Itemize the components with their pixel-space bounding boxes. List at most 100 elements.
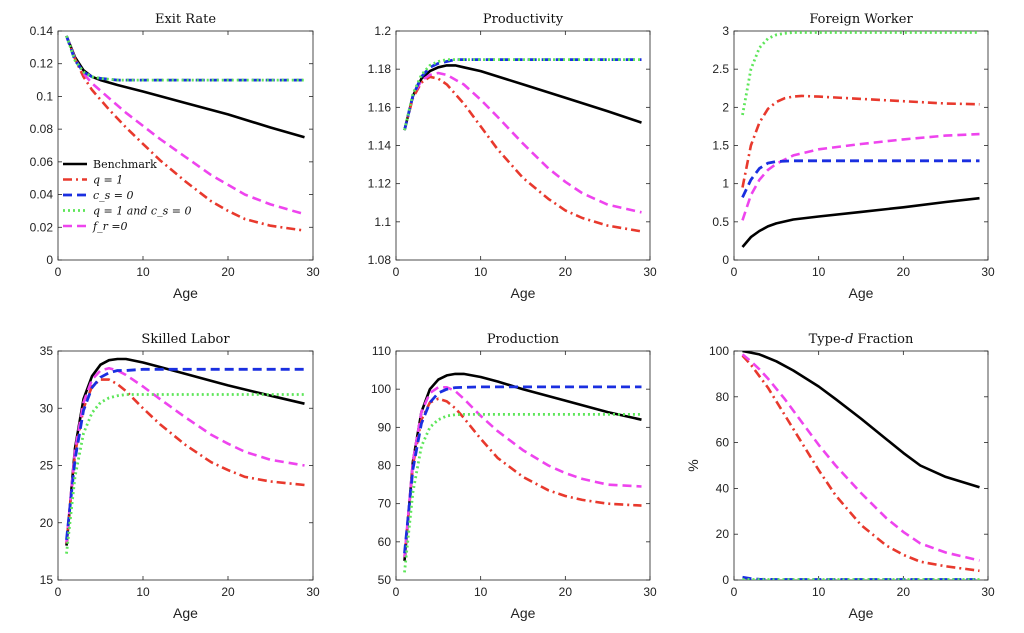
series-line-0	[65, 35, 305, 139]
legend-label-3: q = 1 and c_s = 0	[93, 205, 191, 218]
x-tick-label: 10	[812, 265, 826, 279]
x-axis-label: Age	[511, 285, 536, 301]
series-line-0	[65, 357, 305, 546]
x-tick-label: 10	[136, 585, 150, 599]
panel-title: Productivity	[483, 12, 564, 27]
y-tick-label: 0.12	[30, 57, 54, 71]
y-tick-label: 80	[378, 459, 392, 473]
panel-title: Production	[487, 332, 560, 347]
series-line-3	[65, 393, 305, 554]
y-tick-label: 0.04	[30, 188, 54, 202]
panel-0: 0 10 20 30 0 0.02 0.04 0.06 0.08 0.1 0.12 0.14 Exit …	[30, 12, 320, 301]
x-tick-label: 10	[812, 585, 826, 599]
series-line-4	[741, 353, 980, 562]
y-tick-label: 20	[716, 527, 730, 541]
series-line-4	[65, 35, 305, 216]
x-tick-label: 0	[731, 265, 738, 279]
series-line-0	[742, 351, 980, 489]
y-axis-label: %	[685, 459, 701, 471]
series-line-2	[65, 367, 305, 541]
x-tick-label: 30	[306, 585, 320, 599]
y-tick-label: 3	[722, 24, 729, 38]
axes-box	[57, 30, 314, 261]
panel-title: Skilled Labor	[141, 332, 230, 347]
y-tick-label: 0	[722, 573, 729, 587]
series-group	[65, 35, 305, 232]
y-tick-label: 30	[40, 401, 54, 415]
x-tick-label: 10	[474, 265, 488, 279]
x-tick-label: 20	[221, 265, 235, 279]
x-axis-label: Age	[173, 285, 198, 301]
y-tick-label: 70	[378, 497, 392, 511]
y-tick-label: 0.1	[36, 89, 53, 103]
y-tick-label: 2	[722, 100, 729, 114]
x-tick-label: 20	[897, 265, 911, 279]
series-line-1	[741, 354, 980, 573]
series-group	[403, 58, 642, 233]
series-line-0	[403, 64, 642, 131]
series-line-0	[403, 372, 642, 562]
series-line-1	[403, 75, 642, 233]
y-tick-label: 1.14	[368, 139, 392, 153]
x-axis-label: Age	[849, 605, 874, 621]
y-tick-label: 1.16	[368, 100, 392, 114]
y-tick-label: 0.06	[30, 155, 54, 169]
panel-5: 0 10 20 30 0 20 40 60 80 100 Type-d Fraction Age%	[685, 332, 995, 621]
x-tick-label: 30	[306, 265, 320, 279]
series-group	[741, 351, 980, 580]
panel-4: 0 10 20 30 50 60 70 80 90 100 110 Production Age	[371, 332, 657, 621]
y-tick-label: 0	[722, 253, 729, 267]
x-tick-label: 20	[559, 585, 573, 599]
legend: Benchmark q = 1 c_s = 0 q = 1 and c_s = 0 f_…	[63, 158, 191, 233]
y-tick-label: 15	[40, 573, 54, 587]
legend-label-1: q = 1	[93, 174, 123, 187]
series-line-1	[65, 35, 305, 232]
y-tick-label: 20	[40, 516, 54, 530]
y-tick-label: 0	[46, 253, 53, 267]
y-tick-label: 50	[378, 573, 392, 587]
panel-2: 0 10 20 30 0 0.5 1 1.5 2 2.5 3 Foreign Worker Age	[712, 12, 995, 301]
x-tick-label: 0	[55, 265, 62, 279]
x-axis-label: Age	[849, 285, 874, 301]
x-tick-label: 30	[981, 265, 995, 279]
y-tick-label: 25	[40, 459, 54, 473]
y-tick-label: 1.5	[712, 139, 729, 153]
series-line-4	[65, 366, 305, 543]
series-line-3	[403, 58, 642, 131]
series-line-3	[741, 31, 980, 116]
y-tick-label: 110	[372, 344, 391, 358]
y-tick-label: 1.1	[374, 215, 391, 229]
panel-title: Type-d Fraction	[809, 332, 914, 347]
x-tick-label: 30	[643, 265, 657, 279]
series-group	[65, 357, 305, 554]
series-line-1	[741, 94, 980, 188]
y-tick-label: 40	[716, 481, 730, 495]
series-line-2	[403, 58, 642, 131]
x-tick-label: 10	[474, 585, 488, 599]
series-group	[403, 372, 642, 573]
panel-title: Exit Rate	[155, 12, 216, 27]
y-tick-label: 60	[378, 535, 392, 549]
x-tick-label: 20	[897, 585, 911, 599]
x-tick-label: 10	[136, 265, 150, 279]
series-line-2	[741, 159, 980, 199]
y-tick-label: 100	[709, 344, 729, 358]
x-tick-label: 30	[643, 585, 657, 599]
series-line-4	[741, 132, 980, 221]
y-tick-label: 0.5	[712, 215, 729, 229]
legend-label-2: c_s = 0	[93, 189, 134, 202]
y-tick-label: 1.08	[368, 253, 392, 267]
x-tick-label: 0	[393, 585, 400, 599]
series-line-0	[741, 196, 980, 248]
series-group	[741, 31, 980, 248]
series-line-4	[403, 71, 642, 214]
legend-label-4: f_r =0	[92, 220, 128, 233]
x-tick-label: 0	[393, 265, 400, 279]
panel-3: 0 10 20 30 15 20 25 30 35 Skilled Labor Age	[40, 332, 320, 621]
x-tick-label: 20	[559, 265, 573, 279]
y-tick-label: 100	[371, 382, 391, 396]
axes-box	[57, 350, 314, 581]
y-tick-label: 1.18	[368, 62, 392, 76]
y-tick-label: 2.5	[712, 62, 729, 76]
